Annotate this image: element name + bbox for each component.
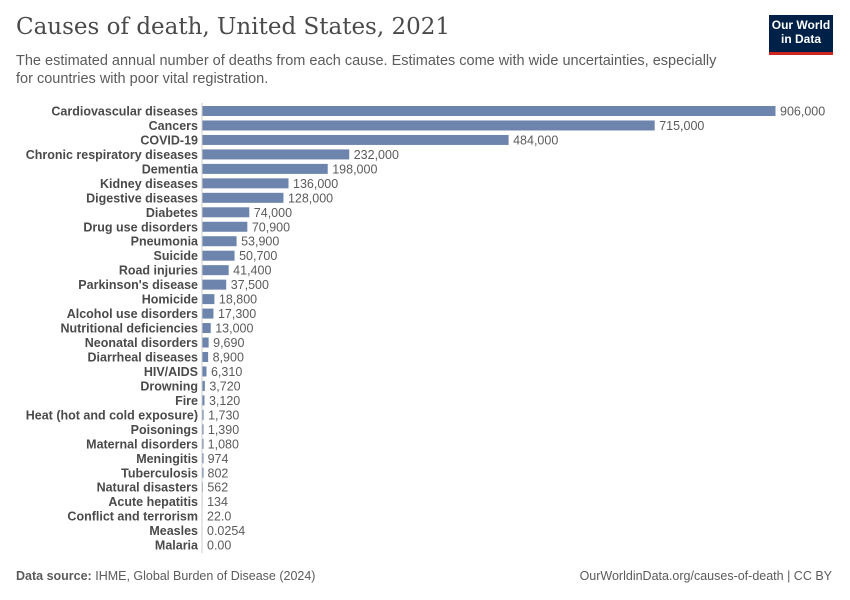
logo-line-2: in Data: [780, 32, 821, 46]
owid-logo[interactable]: Our World in Data: [769, 15, 833, 55]
bar[interactable]: [202, 134, 509, 145]
category-label: Maternal disorders: [86, 437, 198, 451]
logo-line-1: Our World: [771, 18, 831, 32]
bar[interactable]: [202, 351, 209, 362]
bar[interactable]: [202, 323, 211, 334]
bar[interactable]: [202, 337, 209, 348]
bar[interactable]: [202, 178, 289, 189]
bar[interactable]: [202, 106, 776, 116]
chart-title: Causes of death, United States, 2021: [16, 14, 451, 40]
category-label: HIV/AIDS: [144, 365, 198, 379]
value-label: 802: [208, 466, 229, 480]
value-label: 1,390: [208, 423, 239, 437]
value-label: 974: [208, 452, 229, 466]
value-label: 37,500: [231, 278, 269, 292]
category-label: Heat (hot and cold exposure): [26, 408, 198, 422]
bar[interactable]: [202, 438, 204, 449]
value-label: 128,000: [288, 191, 333, 205]
value-label: 3,720: [209, 379, 240, 393]
bar[interactable]: [202, 265, 229, 276]
value-label: 484,000: [513, 133, 558, 147]
category-label: Malaria: [155, 539, 199, 553]
bar[interactable]: [202, 294, 215, 305]
source-link[interactable]: IHME, Global Burden of Disease (2024): [95, 569, 316, 583]
category-label: COVID-19: [140, 133, 198, 147]
value-label: 9,690: [213, 336, 244, 350]
category-label: Poisonings: [131, 423, 198, 437]
value-label: 17,300: [218, 307, 256, 321]
category-label: Diarrheal diseases: [88, 350, 199, 364]
footer-url[interactable]: OurWorldinData.org/causes-of-death | CC …: [579, 569, 832, 583]
bar[interactable]: [202, 409, 204, 420]
category-label: Meningitis: [136, 452, 198, 466]
category-label: Homicide: [142, 293, 198, 307]
bar[interactable]: [202, 279, 227, 290]
category-label: Drug use disorders: [83, 220, 198, 234]
category-label: Cancers: [149, 119, 198, 133]
bar[interactable]: [202, 120, 655, 131]
value-label: 134: [207, 495, 228, 509]
category-label: Nutritional deficiencies: [60, 322, 198, 336]
bar[interactable]: [202, 308, 214, 319]
value-label: 3,120: [209, 394, 240, 408]
bar[interactable]: [202, 163, 328, 174]
value-label: 906,000: [780, 105, 825, 119]
value-label: 53,900: [241, 235, 279, 249]
category-label: Diabetes: [146, 206, 198, 220]
category-label: Cardiovascular diseases: [51, 105, 198, 119]
bar[interactable]: [202, 453, 204, 464]
source-label: Data source:: [16, 569, 92, 583]
bar[interactable]: [202, 424, 204, 435]
value-label: 74,000: [254, 206, 292, 220]
bar[interactable]: [202, 395, 205, 406]
value-label: 50,700: [239, 249, 277, 263]
bar[interactable]: [202, 207, 250, 218]
category-label: Suicide: [154, 249, 199, 263]
value-label: 198,000: [332, 162, 377, 176]
bar[interactable]: [202, 366, 207, 377]
category-label: Natural disasters: [97, 481, 198, 495]
category-label: Pneumonia: [131, 235, 199, 249]
chart-subtitle: The estimated annual number of deaths fr…: [16, 53, 717, 87]
value-label: 22.0: [207, 510, 231, 524]
value-label: 70,900: [252, 220, 290, 234]
value-label: 1,080: [208, 437, 239, 451]
value-label: 232,000: [354, 148, 399, 162]
data-source: Data source: IHME, Global Burden of Dise…: [16, 569, 315, 583]
value-label: 0.0254: [207, 524, 245, 538]
bar[interactable]: [202, 380, 205, 391]
category-label: Road injuries: [119, 264, 198, 278]
category-label: Alcohol use disorders: [67, 307, 198, 321]
value-label: 0.00: [207, 539, 231, 553]
bar[interactable]: [202, 467, 204, 478]
bar[interactable]: [202, 236, 237, 247]
category-label: Dementia: [142, 162, 199, 176]
category-label: Acute hepatitis: [108, 495, 198, 509]
bar[interactable]: [202, 221, 248, 232]
value-label: 13,000: [215, 322, 253, 336]
bar[interactable]: [202, 192, 284, 203]
category-label: Neonatal disorders: [85, 336, 198, 350]
category-label: Parkinson's disease: [78, 278, 198, 292]
bar[interactable]: [202, 149, 350, 160]
value-label: 41,400: [233, 264, 271, 278]
category-label: Fire: [175, 394, 198, 408]
category-label: Measles: [149, 524, 198, 538]
value-label: 136,000: [293, 177, 338, 191]
category-label: Kidney diseases: [100, 177, 198, 191]
value-label: 715,000: [659, 119, 704, 133]
category-label: Chronic respiratory diseases: [26, 148, 198, 162]
value-label: 6,310: [211, 365, 242, 379]
category-label: Tuberculosis: [121, 466, 198, 480]
value-label: 18,800: [219, 293, 257, 307]
category-label: Drowning: [140, 379, 198, 393]
category-label: Digestive diseases: [86, 191, 198, 205]
bar[interactable]: [202, 250, 235, 261]
value-label: 1,730: [208, 408, 239, 422]
category-label: Conflict and terrorism: [67, 510, 198, 524]
value-label: 562: [207, 481, 228, 495]
value-label: 8,900: [213, 350, 244, 364]
